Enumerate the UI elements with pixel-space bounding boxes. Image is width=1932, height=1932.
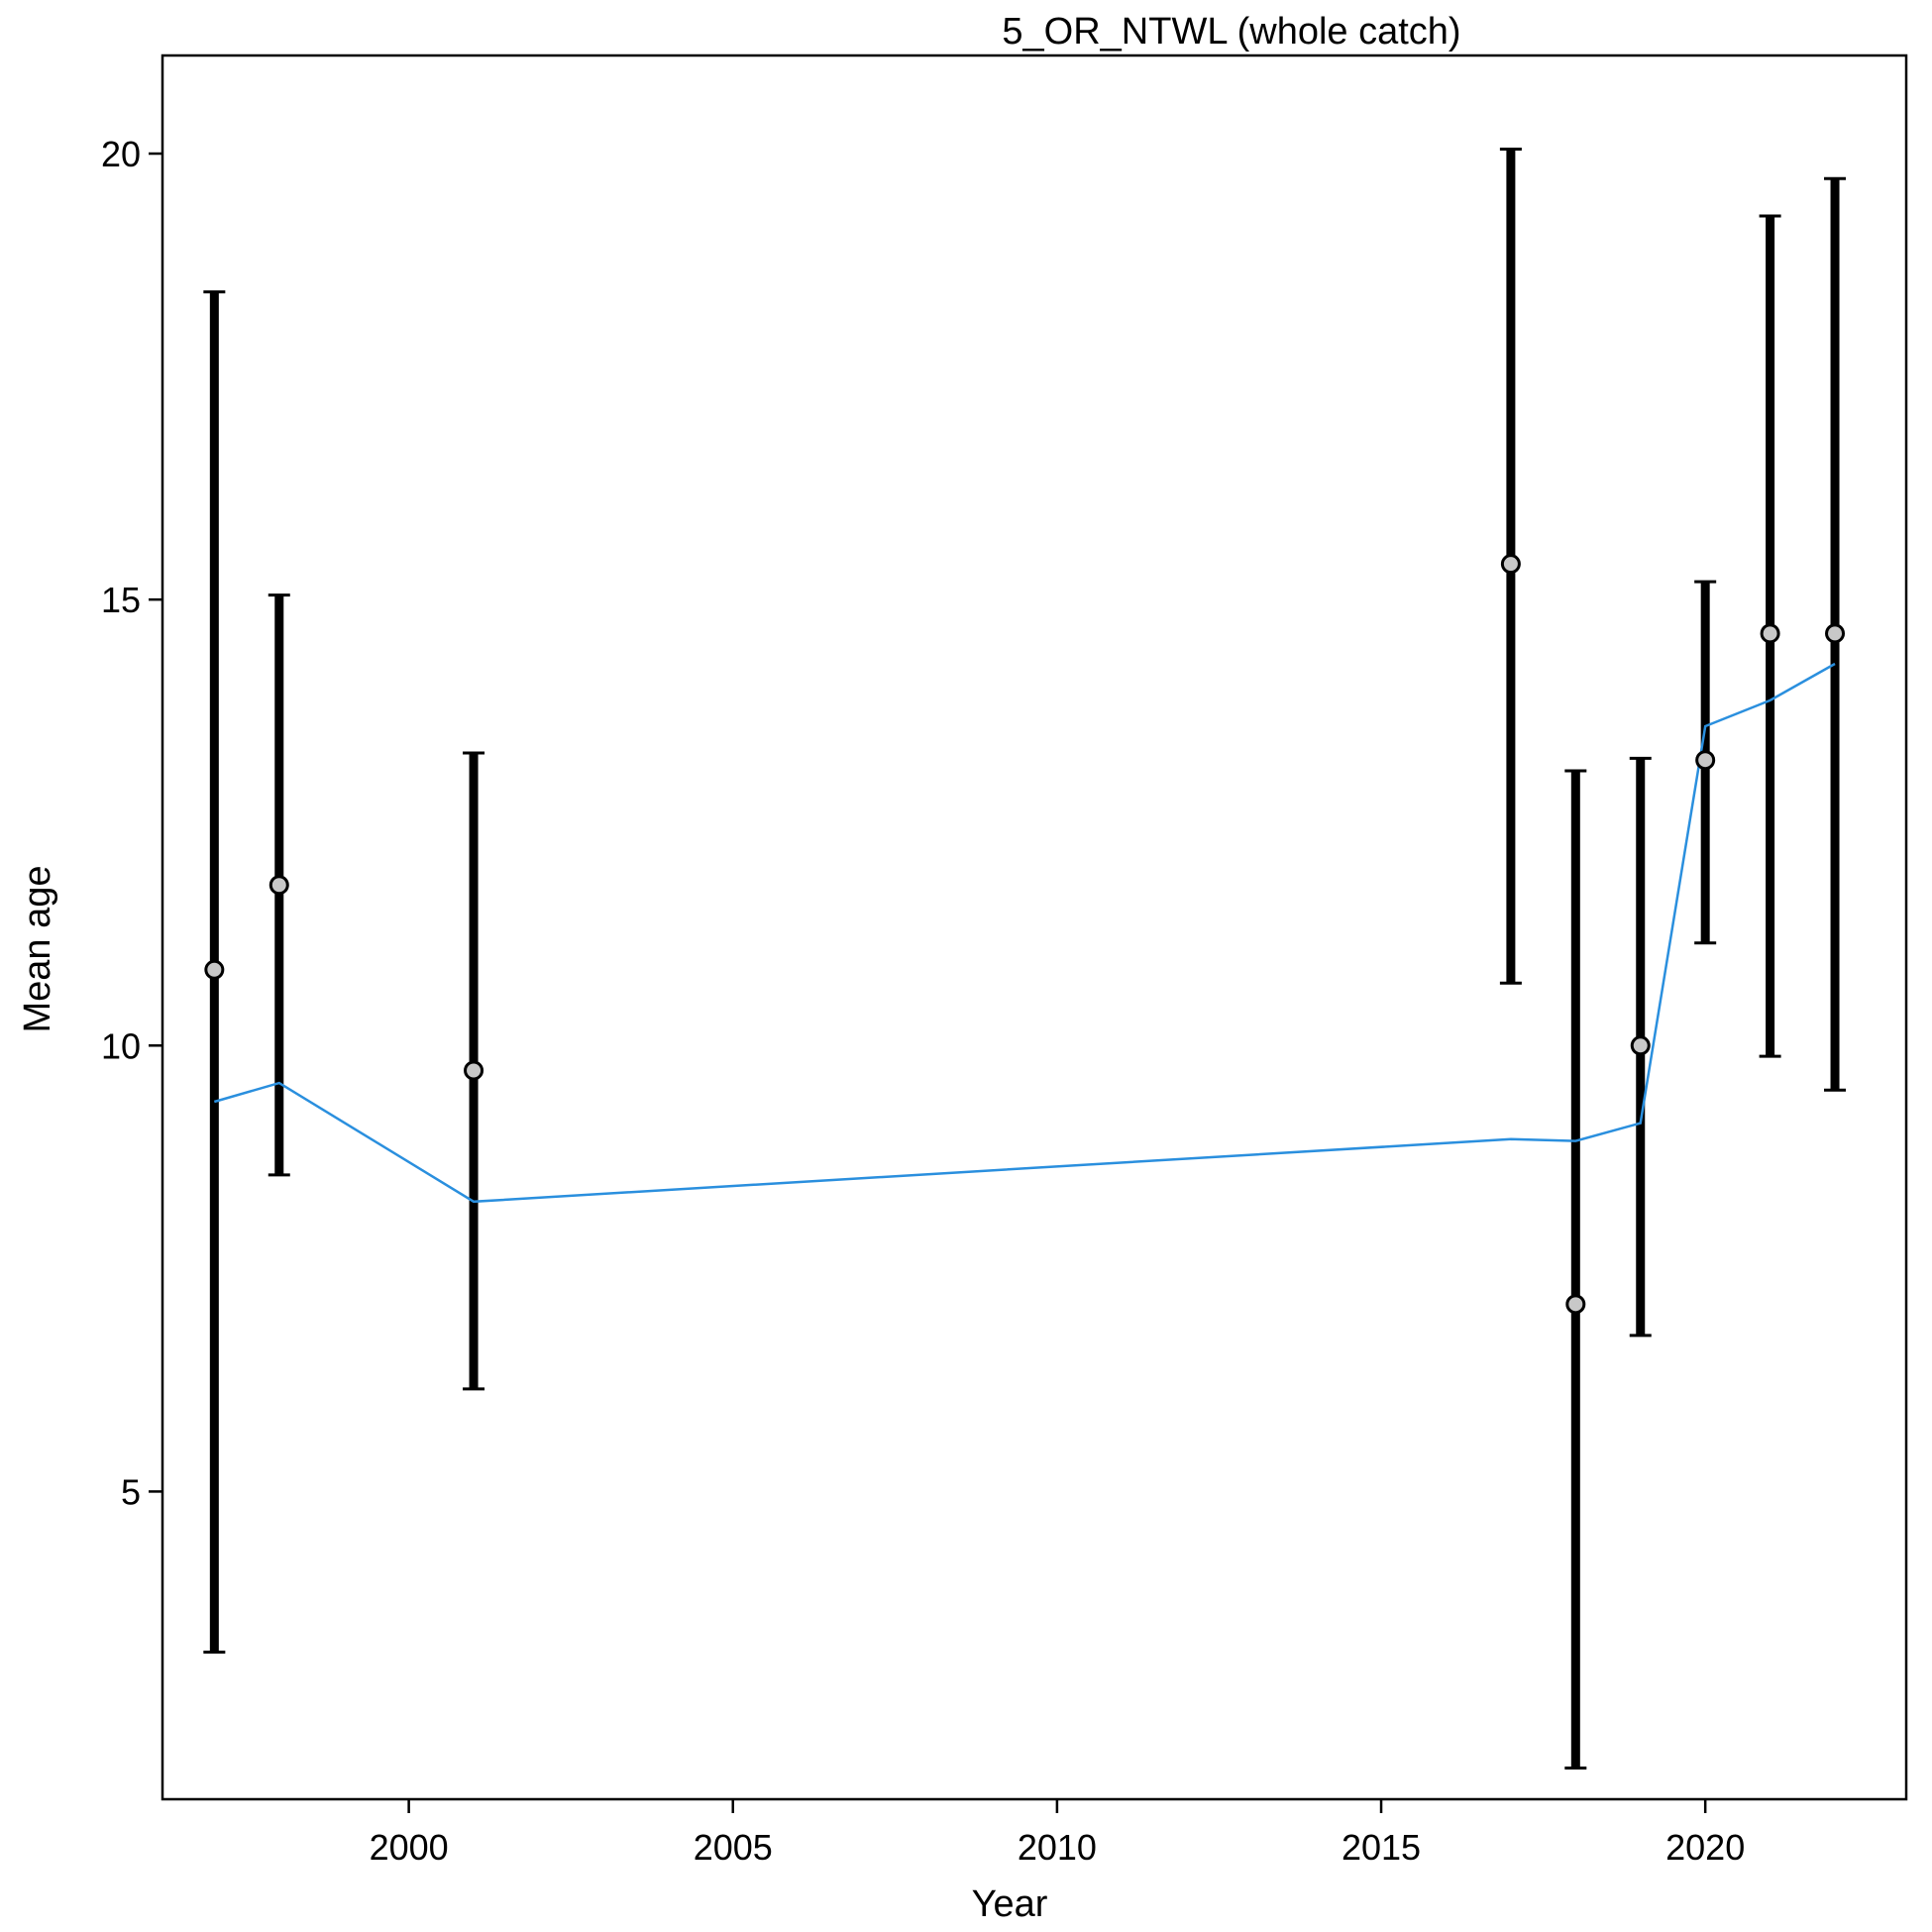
data-point <box>268 875 289 896</box>
data-point <box>204 959 225 980</box>
x-tick-label: 2020 <box>1665 1827 1745 1868</box>
expected-line <box>213 662 1836 1204</box>
data-point <box>1565 1294 1586 1315</box>
data-point <box>1630 1035 1651 1056</box>
y-tick-label: 5 <box>121 1471 141 1512</box>
y-tick-label: 10 <box>101 1025 141 1066</box>
x-axis-ticks: 2000 2005 2010 2015 2020 <box>370 1799 1745 1868</box>
x-tick-label: 2000 <box>370 1827 449 1868</box>
x-tick-label: 2015 <box>1342 1827 1421 1868</box>
x-tick-label: 2005 <box>694 1827 773 1868</box>
data-point <box>1500 554 1521 575</box>
plot-frame <box>161 54 1908 1801</box>
y-axis-ticks: 5 10 15 20 <box>101 134 162 1512</box>
y-tick-label: 15 <box>101 580 141 620</box>
data-point <box>464 1060 484 1081</box>
data-point <box>1695 750 1716 771</box>
y-axis-title: Mean age <box>17 865 58 1032</box>
data-point <box>1760 623 1780 644</box>
x-axis-title: Year <box>972 1883 1048 1925</box>
plot-marks <box>203 148 1847 1770</box>
y-tick-label: 20 <box>101 134 141 174</box>
chart-title: 5_OR_NTWL (whole catch) <box>1002 11 1460 53</box>
data-point <box>1825 623 1846 644</box>
x-tick-label: 2010 <box>1018 1827 1097 1868</box>
